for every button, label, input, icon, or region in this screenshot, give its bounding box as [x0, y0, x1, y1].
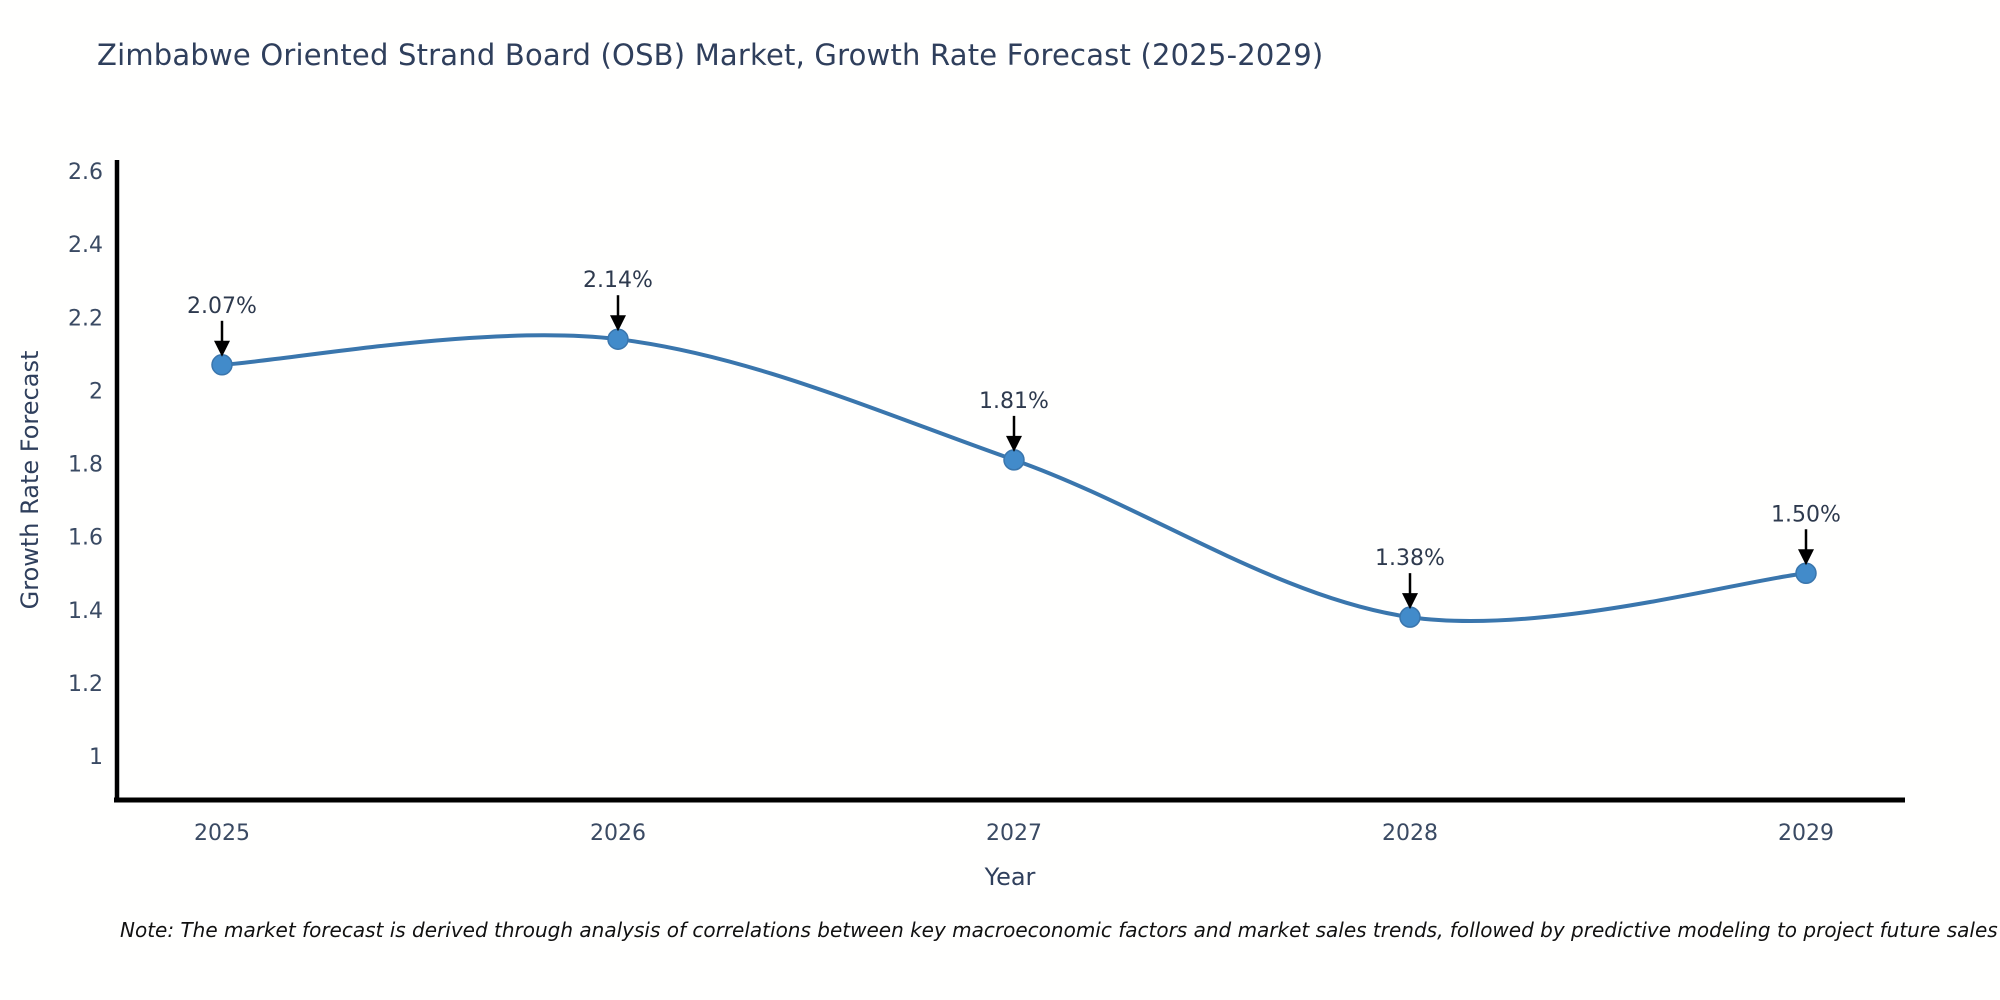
y-axis-tick-label: 2.4 [68, 233, 103, 258]
x-axis-tick-label: 2029 [1778, 821, 1834, 846]
y-axis-tick-label: 1 [89, 745, 103, 770]
y-axis-tick-label: 1.8 [68, 453, 103, 478]
y-axis-tick-label: 2 [89, 379, 103, 404]
x-axis-tick-label: 2025 [194, 821, 250, 846]
series-line [221, 333, 1807, 624]
annotation-arrowhead [610, 315, 626, 332]
y-axis-tick-label: 1.4 [68, 599, 103, 624]
x-axis-tick-label: 2028 [1382, 821, 1438, 846]
chart-title: Zimbabwe Oriented Strand Board (OSB) Mar… [97, 38, 1324, 72]
data-point-marker [1003, 449, 1025, 471]
data-point-marker [1399, 606, 1421, 628]
annotation-label: 1.50% [1771, 502, 1841, 527]
x-axis-tick-label: 2027 [986, 821, 1042, 846]
annotation-label: 2.14% [583, 268, 653, 293]
annotation-arrowhead [1006, 435, 1022, 452]
y-axis-tick-label: 2.2 [68, 306, 103, 331]
annotation-label: 1.38% [1375, 546, 1445, 571]
annotation-arrowhead [1402, 593, 1418, 610]
annotation-arrowhead [1798, 549, 1814, 566]
annotation-label: 1.81% [979, 389, 1049, 414]
y-axis-tick-label: 1.2 [68, 672, 103, 697]
annotation-label: 2.07% [187, 294, 257, 319]
footnote: Note: The market forecast is derived thr… [120, 918, 1998, 942]
data-point-marker [607, 328, 629, 350]
data-point-marker [1795, 562, 1817, 585]
x-axis-tick-label: 2026 [590, 821, 646, 846]
x-axis-title: Year [984, 863, 1036, 891]
data-point-marker [211, 354, 233, 376]
y-axis-title: Growth Rate Forecast [16, 351, 44, 610]
y-axis-tick-label: 1.6 [68, 526, 103, 551]
annotation-arrowhead [214, 340, 230, 357]
y-axis-tick-label: 2.6 [68, 160, 103, 185]
